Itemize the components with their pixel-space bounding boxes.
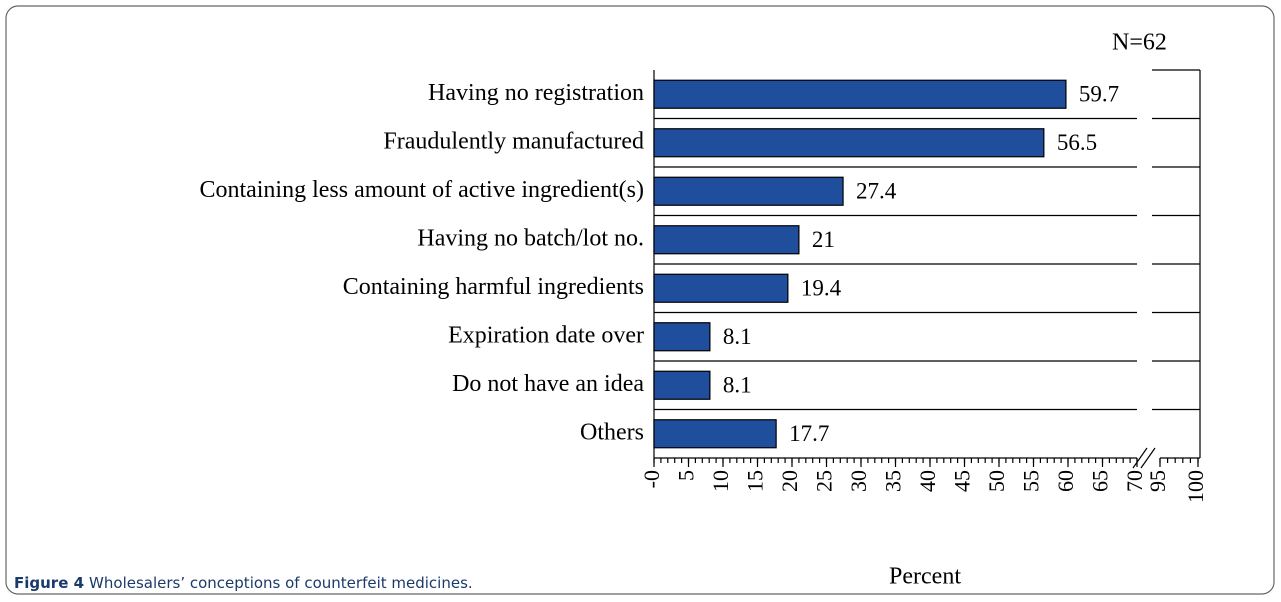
caption-label: Figure 4 bbox=[14, 574, 84, 592]
value-label: 21 bbox=[812, 227, 835, 252]
y-tick-label: Containing harmful ingredients bbox=[343, 274, 644, 300]
y-tick-label: Having no batch/lot no. bbox=[417, 225, 644, 251]
bar bbox=[653, 176, 844, 206]
x-tick-label: 30 bbox=[846, 470, 871, 492]
value-label: 27.4 bbox=[856, 179, 897, 204]
x-tick-label: 50 bbox=[984, 470, 1009, 492]
value-label: 17.7 bbox=[789, 421, 829, 446]
bar bbox=[653, 225, 800, 255]
x-tick-label: 70 bbox=[1122, 470, 1147, 492]
y-tick-label: Fraudulently manufactured bbox=[383, 128, 644, 154]
x-tick-label: 55 bbox=[1019, 470, 1044, 492]
x-tick-label: 20 bbox=[777, 470, 802, 492]
bar bbox=[653, 322, 711, 352]
value-label: 8.1 bbox=[723, 324, 752, 349]
bar bbox=[653, 419, 777, 449]
x-tick-label: 10 bbox=[708, 470, 733, 492]
bar bbox=[653, 273, 789, 303]
x-tick-label: 35 bbox=[881, 470, 906, 492]
axis-break bbox=[1140, 447, 1156, 469]
x-tick-label: 45 bbox=[950, 470, 975, 492]
x-axis-label: Percent bbox=[889, 564, 961, 590]
x-tick-label: 5 bbox=[674, 470, 699, 481]
x-tick-label: 25 bbox=[812, 470, 837, 492]
y-tick-label: Containing less amount of active ingredi… bbox=[199, 177, 644, 203]
x-tick-label: 15 bbox=[743, 470, 768, 492]
x-tick-label: 65 bbox=[1088, 470, 1113, 492]
caption: Figure 4 Wholesalers’ conceptions of coun… bbox=[14, 574, 473, 592]
bar bbox=[653, 79, 1067, 109]
x-tick-label: 40 bbox=[915, 470, 940, 492]
y-tick-label: Expiration date over bbox=[448, 322, 644, 348]
bar bbox=[653, 370, 711, 400]
y-tick-label: Having no registration bbox=[428, 80, 644, 106]
value-label: 8.1 bbox=[723, 373, 752, 398]
value-label: 19.4 bbox=[801, 276, 842, 301]
value-label: 56.5 bbox=[1057, 130, 1097, 155]
axis-break bbox=[1132, 447, 1148, 469]
x-tick-label: 95 bbox=[1145, 470, 1170, 492]
caption-text: Wholesalers’ conceptions of counterfeit … bbox=[89, 574, 473, 592]
y-tick-label: Do not have an idea bbox=[452, 371, 644, 397]
annotation: N=62 bbox=[1112, 30, 1167, 56]
x-tick-label: 60 bbox=[1053, 470, 1078, 492]
figure-border bbox=[5, 5, 1275, 595]
x-tick-label: -0 bbox=[639, 470, 664, 488]
y-tick-label: Others bbox=[580, 419, 644, 445]
value-label: 59.7 bbox=[1079, 82, 1119, 107]
bar bbox=[653, 128, 1045, 158]
x-tick-label: 100 bbox=[1183, 470, 1208, 503]
